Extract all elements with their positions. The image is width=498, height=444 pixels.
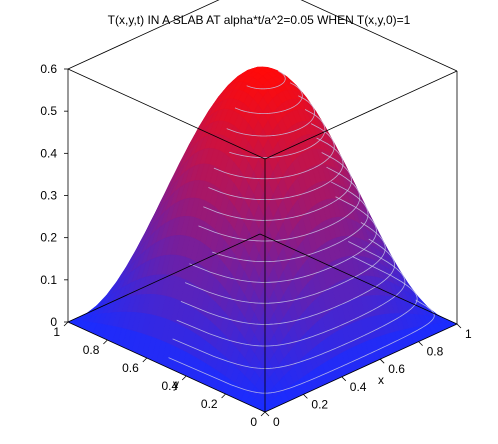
- y-tick-label: 1: [53, 325, 60, 339]
- y-tick-label: 0.4: [162, 379, 179, 393]
- x-tick-label: 0: [273, 415, 280, 429]
- contour-line: [184, 222, 386, 304]
- box-edge: [259, 233, 458, 325]
- tick-mark: [103, 339, 108, 345]
- box-edge: [67, 68, 266, 160]
- box-edge: [67, 321, 266, 413]
- contour-line: [168, 299, 435, 394]
- z-tick-label: 0.3: [40, 189, 57, 203]
- x-tick-label: 0.2: [311, 397, 328, 411]
- z-tick-label: 0.5: [40, 104, 57, 118]
- contour-line: [180, 238, 395, 325]
- contour-line: [234, 82, 303, 114]
- z-tick-label: 0.4: [40, 146, 57, 160]
- box-edge: [67, 0, 220, 70]
- tick-mark: [260, 411, 266, 417]
- contour-line: [203, 152, 352, 221]
- tick-mark: [418, 341, 423, 346]
- contour-line: [189, 196, 377, 283]
- contour-line: [172, 256, 418, 369]
- contour-line: [176, 241, 406, 347]
- z-tick-label: 0.2: [40, 231, 57, 245]
- tick-mark: [456, 323, 462, 329]
- tick-mark: [181, 375, 187, 381]
- tick-mark: [341, 376, 347, 382]
- z-tick-label: 0.6: [40, 62, 57, 76]
- contour-line: [246, 70, 286, 90]
- tick-mark: [63, 321, 69, 327]
- surface-layer: [67, 66, 458, 413]
- z-tick-label: 0: [50, 315, 57, 329]
- box-edge: [67, 233, 261, 323]
- x-axis-label: x: [378, 373, 384, 387]
- tick-mark: [379, 358, 385, 364]
- tick-layer: 00.10.20.30.40.50.600.20.40.60.8100.20.4…: [40, 62, 472, 429]
- contour-line: [212, 181, 369, 263]
- y-tick-label: 0.2: [201, 397, 218, 411]
- y-tick-label: 0: [250, 415, 257, 429]
- x-tick-label: 0.6: [388, 362, 405, 376]
- z-tick-label: 0.1: [40, 273, 57, 287]
- box-edge: [264, 323, 458, 413]
- box-edge: [300, 0, 458, 72]
- y-axis-label: y: [173, 377, 179, 391]
- x-tick-label: 1: [465, 327, 472, 341]
- tick-mark: [264, 411, 270, 417]
- tick-mark: [221, 393, 226, 399]
- chart-title: T(x,y,t) IN A SLAB AT alpha*t/a^2=0.05 W…: [108, 13, 411, 27]
- tick-mark: [142, 357, 148, 363]
- y-tick-label: 0.6: [122, 361, 139, 375]
- box-edge: [264, 70, 458, 160]
- contour-line: [213, 123, 335, 180]
- y-tick-label: 0.8: [83, 343, 100, 357]
- x-tick-label: 0.8: [427, 345, 444, 359]
- contour-line: [226, 95, 315, 137]
- contour-line: [208, 137, 344, 201]
- x-tick-label: 0.4: [350, 380, 367, 394]
- tick-mark: [303, 394, 308, 399]
